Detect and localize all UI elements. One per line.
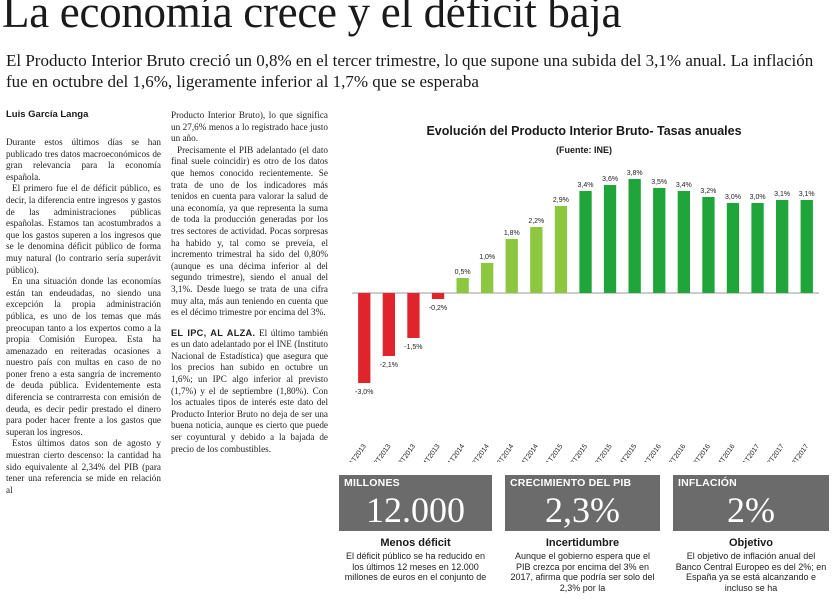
paragraph: Durante estos últimos días se han public… (6, 137, 161, 182)
data-label: 3,4% (578, 182, 594, 189)
bar-2T2017 (776, 200, 789, 293)
article-column-1: Durante estos últimos días se han public… (6, 137, 161, 496)
data-label: -1,5% (404, 344, 422, 351)
stat-label: INFLACIÓN (678, 477, 737, 489)
chart-title: Evolución del Producto Interior Bruto- T… (426, 124, 741, 138)
data-label: 3,6% (602, 176, 618, 183)
paragraph: Estos últimos datos son de agosto y mues… (6, 438, 161, 495)
paragraph: En una situación donde las economías est… (6, 276, 161, 437)
data-label: 3,0% (725, 194, 741, 201)
bar-2T2014 (481, 263, 494, 293)
data-label: 3,8% (627, 170, 643, 177)
article-column-2: Producto Interior Bruto), lo que signifi… (171, 110, 328, 455)
stat-box-inflacion: INFLACIÓN 2% (673, 475, 829, 531)
data-label: 3,1% (774, 191, 790, 198)
stat-text: Aunque el gobierno espera que el PIB cre… (510, 551, 655, 593)
bar-3T2014 (505, 239, 518, 293)
stat-title: Incertidumbre (545, 537, 620, 549)
chart-subtitle: (Fuente: INE) (556, 145, 612, 155)
bar-3T2017 (800, 200, 813, 293)
gdp-chart: Evolución del Producto Interior Bruto- T… (339, 106, 829, 462)
paragraph: El primero fue el de déficit público, es… (6, 183, 161, 275)
data-label: 3,2% (700, 188, 716, 195)
data-label: -2,1% (380, 362, 398, 369)
bar-1T2014 (456, 278, 469, 293)
stat-text: El déficit público se ha reducido en los… (344, 551, 487, 583)
bar-1T2013 (358, 293, 371, 383)
data-label: -0,2% (429, 305, 447, 312)
stat-title: Menos déficit (380, 537, 451, 549)
data-label: 3,5% (651, 179, 667, 186)
bar-3T2015 (603, 185, 617, 293)
stat-label: MILLONES (344, 477, 400, 489)
stat-box-pib: CRECIMIENTO DEL PIB 2,3% (505, 475, 660, 531)
bar-4T2016 (726, 203, 740, 293)
data-label: 0,5% (455, 269, 471, 276)
bar-4T2013 (431, 293, 445, 299)
section-paragraph: EL IPC, AL ALZA. El último también es un… (171, 328, 328, 456)
data-label: 2,2% (528, 218, 544, 225)
bar-4T2015 (628, 179, 641, 293)
stat-value: 12.000 (366, 490, 465, 530)
subheadline: El Producto Interior Bruto creció un 0,8… (6, 51, 814, 91)
stat-title: Objetivo (728, 537, 773, 549)
stat-box-millones: MILLONES 12.000 (339, 475, 492, 531)
bar-1T2015 (554, 206, 568, 293)
paragraph: Precisamente el PIB adelantado (el dato … (171, 144, 328, 318)
data-label: 1,8% (504, 230, 520, 237)
section-heading: EL IPC, AL ALZA. (171, 327, 256, 338)
data-label: 3,1% (799, 191, 815, 198)
bar-1T2016 (653, 188, 666, 293)
byline: Luis García Langa (6, 109, 89, 120)
section-text: El último también es un dato adelantado … (171, 327, 328, 454)
gdp-chart-svg: Evolución del Producto Interior Bruto- T… (339, 106, 829, 462)
headline: La economía crece y el déficit baja (2, 0, 622, 37)
bar-2T2015 (579, 191, 592, 293)
bar-3T2013 (407, 293, 420, 338)
data-label: 2,9% (553, 197, 569, 204)
data-label: 3,4% (676, 182, 692, 189)
stat-value: 2% (727, 490, 775, 530)
data-label: 3,0% (750, 194, 766, 201)
bar-3T2016 (702, 197, 715, 293)
paragraph: Producto Interior Bruto), lo que signifi… (171, 110, 328, 144)
stat-text: El objetivo de inflación anual del Banco… (675, 551, 827, 593)
bar-4T2014 (530, 227, 543, 293)
stat-value: 2,3% (545, 490, 620, 530)
stat-label: CRECIMIENTO DEL PIB (510, 477, 632, 489)
data-label: -3,0% (355, 389, 373, 396)
data-label: 1,0% (479, 254, 495, 261)
bar-2T2013 (382, 293, 395, 356)
bar-2T2016 (677, 191, 690, 293)
bar-1T2017 (751, 203, 764, 293)
